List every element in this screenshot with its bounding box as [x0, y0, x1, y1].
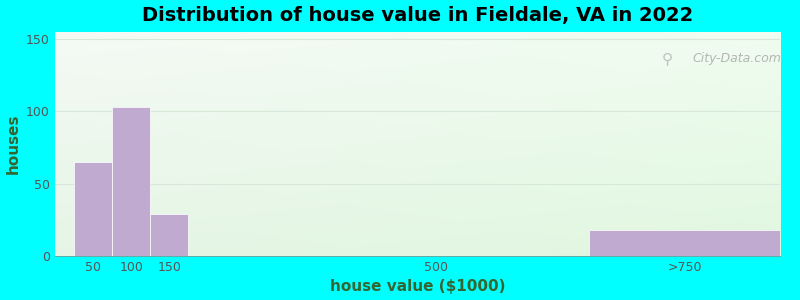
X-axis label: house value ($1000): house value ($1000)	[330, 279, 505, 294]
Title: Distribution of house value in Fieldale, VA in 2022: Distribution of house value in Fieldale,…	[142, 6, 693, 25]
Text: ⚲: ⚲	[662, 51, 673, 66]
Bar	[589, 230, 780, 256]
Bar	[74, 162, 112, 256]
Bar	[608, 230, 761, 256]
Bar	[150, 214, 189, 256]
Text: City-Data.com: City-Data.com	[693, 52, 782, 65]
Y-axis label: houses: houses	[6, 114, 21, 174]
Bar	[112, 107, 150, 256]
